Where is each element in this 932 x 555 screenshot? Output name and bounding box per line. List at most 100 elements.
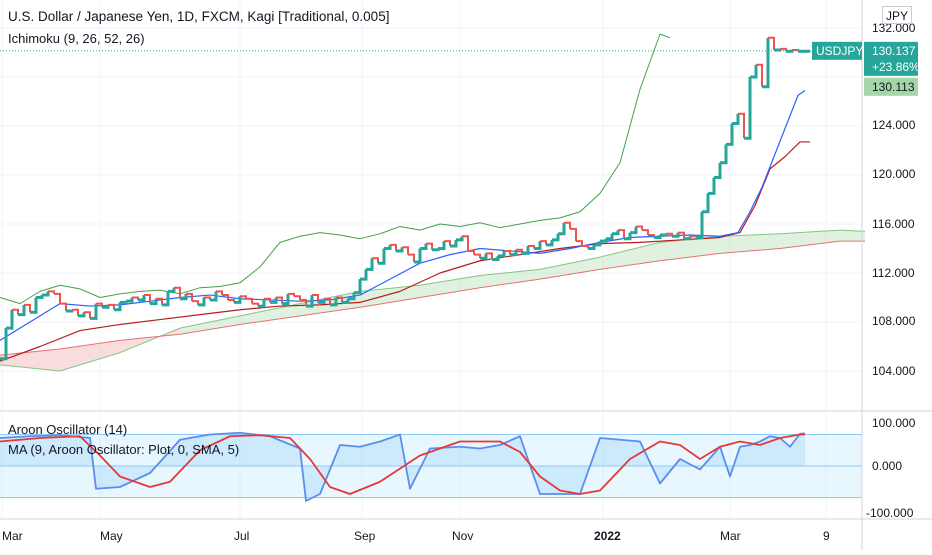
- aroon-ma-line: [0, 433, 805, 495]
- kagi-segment: [486, 252, 493, 260]
- kagi-segment: [138, 295, 146, 302]
- secondary-price-badge: [864, 77, 918, 96]
- kagi-segment: [354, 279, 362, 295]
- grid: [0, 0, 862, 518]
- change-percent-label: +23.86%: [872, 60, 920, 74]
- kagi-segment: [108, 303, 115, 310]
- kagi-segment: [450, 239, 458, 248]
- kagi-segment: [150, 298, 158, 306]
- kagi-segment: [0, 328, 8, 361]
- kagi-segment: [756, 63, 763, 87]
- kagi-segment: [180, 293, 188, 301]
- symbol-badge-label: USDJPY: [816, 44, 863, 58]
- time-tick-label: Mar: [720, 529, 741, 543]
- price-tick-label: 124.000: [872, 118, 916, 132]
- price-tick-label: 108.000: [872, 314, 916, 328]
- kagi-segment: [534, 241, 542, 250]
- kagi-segment: [672, 232, 680, 238]
- currency-unit-button[interactable]: JPY: [882, 6, 912, 24]
- kagi-segment: [624, 232, 632, 241]
- kagi-segment: [210, 291, 218, 302]
- kagi-segment: [390, 243, 397, 251]
- cloud-segment: [240, 303, 300, 325]
- kagi-segment: [498, 250, 506, 258]
- time-tick-label: Jul: [234, 529, 249, 543]
- price-tick-label: 116.000: [872, 217, 915, 231]
- kagi-segment: [12, 308, 19, 315]
- kagi-segment: [714, 162, 722, 179]
- kagi-segment: [24, 303, 31, 313]
- kagi-segment: [156, 297, 163, 305]
- aroon-tick-label: 100.000: [872, 416, 916, 430]
- kagi-segment: [372, 257, 379, 264]
- kagi-segment: [228, 298, 235, 303]
- last-price-label: 130.137: [872, 44, 916, 58]
- kagi-segment: [522, 246, 530, 255]
- kagi-segment: [396, 247, 404, 253]
- cloud-segment: [0, 348, 60, 371]
- kagi-segment: [348, 292, 356, 301]
- kagi-segment: [366, 258, 374, 271]
- kagi-segment: [126, 297, 134, 303]
- kagi-segment: [66, 309, 74, 313]
- kagi-segment: [378, 248, 386, 265]
- ichimoku-lines: [0, 33, 810, 362]
- kagi-segment: [270, 297, 278, 304]
- chikou-span-line: [0, 33, 671, 305]
- cloud-segment: [660, 236, 720, 261]
- kagi-segment: [774, 48, 782, 52]
- kagi-segment: [576, 240, 583, 247]
- kagi-segment: [114, 302, 122, 312]
- kagi-segment: [438, 241, 446, 250]
- aroon-ma-legend[interactable]: MA (9, Aroon Oscillator: Plot, 0, SMA, 5…: [8, 442, 240, 457]
- time-tick-label: Nov: [452, 529, 473, 543]
- ichimoku-legend[interactable]: Ichimoku (9, 26, 52, 26): [8, 31, 145, 46]
- cloud-segment: [780, 230, 840, 249]
- kagi-segment: [630, 226, 638, 235]
- kagi-segment: [696, 211, 704, 239]
- kagi-segment: [444, 240, 451, 247]
- kagi-segment: [564, 221, 571, 229]
- cloud-segment: [540, 257, 600, 280]
- kagi-segment: [192, 300, 199, 305]
- price-tick-label: 120.000: [872, 167, 916, 181]
- kagi-segment: [198, 297, 206, 307]
- kagi-segment: [768, 36, 775, 51]
- kagi-segment: [606, 233, 614, 241]
- kagi-segment: [618, 229, 625, 239]
- cloud-segment: [720, 233, 780, 254]
- kagi-segment: [720, 144, 728, 165]
- aroon-tick-label: -100.000: [866, 506, 914, 520]
- kagi-segment: [258, 298, 266, 308]
- kagi-segment: [174, 286, 181, 299]
- time-tick-label: May: [100, 529, 123, 543]
- kagi-segment: [276, 296, 283, 304]
- time-tick-label: 2022: [594, 529, 621, 543]
- kagi-segment: [168, 287, 176, 293]
- kagi-segment: [738, 112, 745, 139]
- kagi-segment: [636, 225, 643, 231]
- kagi-segment: [408, 253, 415, 262]
- kagi-segment: [36, 295, 44, 299]
- cloud-segment: [360, 285, 420, 308]
- symbol-badge: [812, 41, 862, 60]
- kagi-segment: [702, 193, 710, 214]
- cloud-segment: [420, 275, 480, 298]
- kagi-segment: [306, 295, 314, 308]
- kagi-segment: [414, 248, 422, 264]
- kagi-segment: [546, 239, 554, 247]
- kagi-segment: [456, 236, 464, 242]
- aroon-legend[interactable]: Aroon Oscillator (14): [8, 422, 128, 437]
- kagi-segment: [120, 300, 128, 304]
- kagi-segment: [42, 291, 50, 297]
- aroon-value-marker: [864, 425, 918, 441]
- kagi-segment: [642, 229, 649, 236]
- kagi-segment: [678, 231, 685, 239]
- kagi-segment: [558, 222, 566, 236]
- time-tick-label: Mar: [2, 529, 23, 543]
- kagi-segment: [552, 233, 560, 242]
- kagi-segment: [54, 292, 61, 304]
- kagi-segment: [312, 294, 319, 303]
